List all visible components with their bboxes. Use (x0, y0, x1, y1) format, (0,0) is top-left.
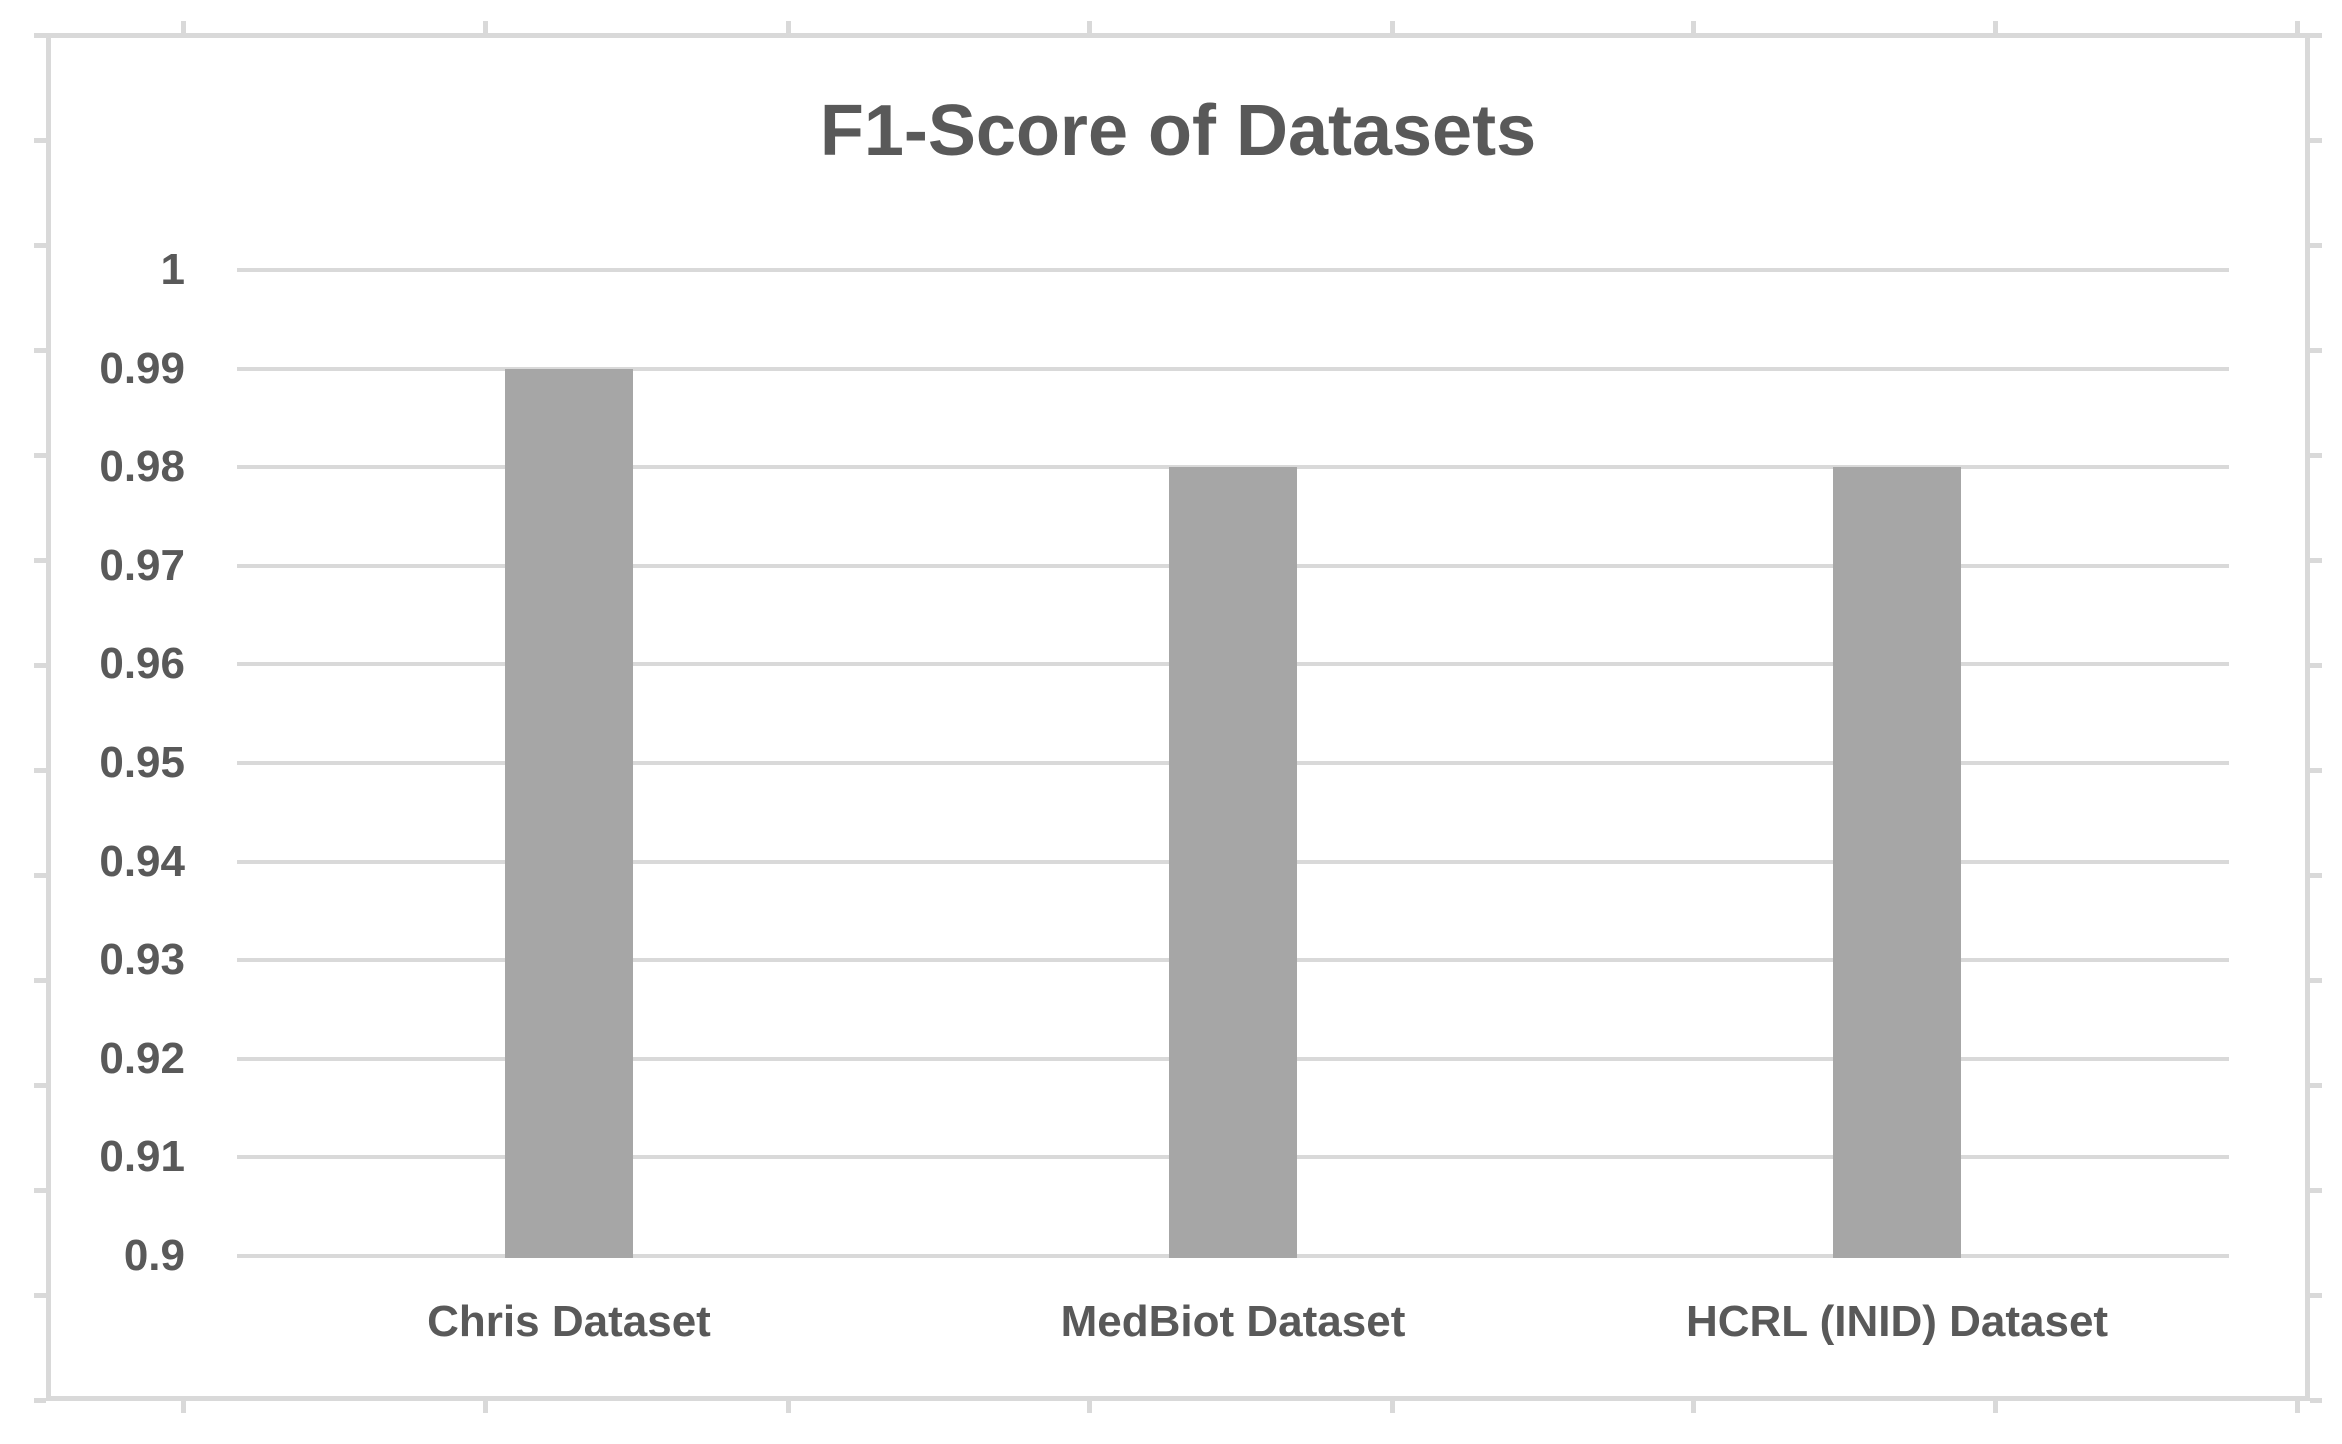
worksheet-column-gridline-stub (2295, 1401, 2300, 1413)
x-axis-category-label: HCRL (INID) Dataset (1685, 1297, 2109, 1346)
worksheet-row-gridline-stub (2310, 348, 2322, 353)
worksheet-row-gridline-stub (2310, 243, 2322, 248)
chart-title: F1-Score of Datasets (819, 91, 1537, 171)
bar-medbiot-dataset (1169, 467, 1297, 1258)
worksheet-row-gridline-stub (34, 453, 46, 458)
worksheet-column-gridline-stub (1390, 1401, 1395, 1413)
worksheet-column-gridline-stub (181, 21, 186, 33)
worksheet-row-gridline-stub (34, 1398, 46, 1403)
worksheet-column-gridline-stub (1993, 21, 1998, 33)
worksheet-row-gridline-stub (2310, 558, 2322, 563)
worksheet-row-gridline-stub (34, 1188, 46, 1193)
worksheet-column-gridline-stub (1087, 21, 1092, 33)
worksheet-row-gridline-stub (34, 348, 46, 353)
y-gridline-0.99 (237, 366, 2229, 371)
worksheet-row-gridline-stub (2310, 978, 2322, 983)
worksheet-row-gridline-stub (34, 243, 46, 248)
worksheet-row-gridline-stub (2310, 663, 2322, 668)
worksheet-row-gridline-stub (34, 873, 46, 878)
worksheet-column-gridline-stub (483, 1401, 488, 1413)
worksheet-row-gridline-stub (2310, 873, 2322, 878)
y-gridline-1 (237, 268, 2229, 272)
y-axis-tick-label: 0.96 (99, 639, 185, 689)
y-axis-tick-label: 0.91 (99, 1132, 185, 1182)
worksheet-column-gridline-stub (181, 1401, 186, 1413)
worksheet-column-gridline-stub (1087, 1401, 1092, 1413)
worksheet-column-gridline-stub (786, 1401, 791, 1413)
y-axis-tick-label: 0.9 (123, 1231, 185, 1280)
worksheet-row-gridline-stub (2310, 453, 2322, 458)
worksheet-row-gridline-stub (34, 138, 46, 143)
worksheet-column-gridline-stub (2295, 21, 2300, 33)
worksheet-row-gridline-stub (34, 1293, 46, 1298)
bar-chris-dataset (505, 368, 633, 1258)
worksheet-column-gridline-stub (483, 21, 488, 33)
worksheet-column-gridline-stub (1691, 21, 1696, 33)
worksheet-row-gridline-stub (2310, 1398, 2322, 1403)
worksheet-row-gridline-stub (2310, 1083, 2322, 1088)
worksheet-row-gridline-stub (34, 1083, 46, 1088)
y-axis-tick-label: 0.95 (99, 738, 185, 787)
y-axis-tick-label: 0.94 (99, 836, 185, 886)
worksheet-column-gridline-stub (1390, 21, 1395, 33)
x-axis-category-label: Chris Dataset (427, 1297, 711, 1346)
worksheet-row-gridline-stub (34, 558, 46, 563)
y-axis-tick-label: 0.93 (99, 935, 185, 985)
worksheet-row-gridline-stub (34, 33, 46, 38)
worksheet-row-gridline-stub (2310, 1293, 2322, 1298)
worksheet-column-gridline-stub (1691, 1401, 1696, 1413)
worksheet-row-gridline-stub (34, 978, 46, 983)
worksheet-row-gridline-stub (34, 663, 46, 668)
worksheet-column-gridline-stub (786, 21, 791, 33)
worksheet-row-gridline-stub (2310, 768, 2322, 773)
y-axis-tick-label: 0.97 (99, 540, 185, 590)
worksheet-row-gridline-stub (2310, 1188, 2322, 1193)
worksheet-column-gridline-stub (1993, 1401, 1998, 1413)
y-axis-tick-label: 0.99 (99, 343, 185, 393)
y-axis-tick-label: 0.98 (99, 442, 185, 492)
bar-hcrl-inid-dataset (1833, 467, 1961, 1258)
worksheet-row-gridline-stub (34, 768, 46, 773)
x-axis-category-label: MedBiot Dataset (1060, 1297, 1406, 1346)
worksheet-row-gridline-stub (2310, 138, 2322, 143)
y-axis-tick-label: 0.92 (99, 1033, 185, 1083)
y-axis-tick-label: 1 (160, 245, 185, 294)
worksheet-row-gridline-stub (2310, 33, 2322, 38)
